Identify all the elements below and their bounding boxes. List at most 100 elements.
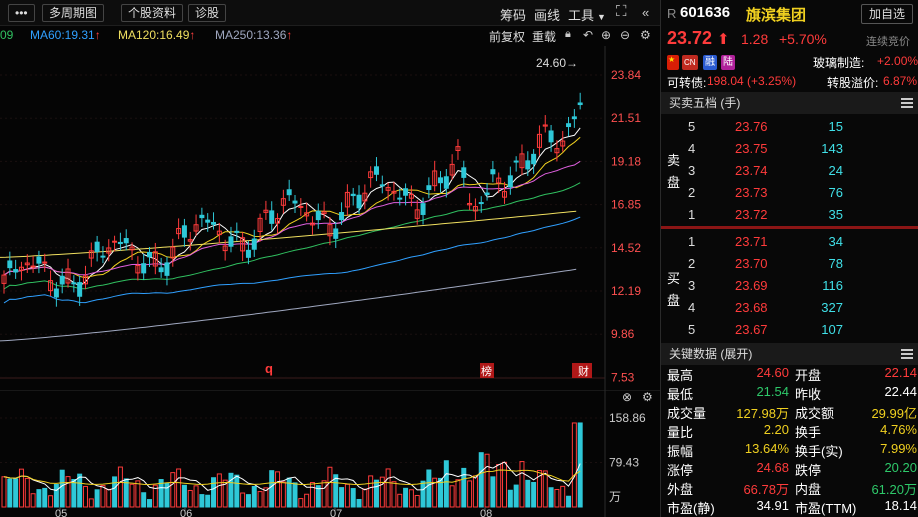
volume-bar (496, 464, 502, 508)
candle-body (315, 210, 321, 221)
zoom-in-icon[interactable]: ⊕ (601, 28, 612, 42)
candle-body (525, 160, 531, 170)
volume-bar (333, 474, 339, 508)
add-watchlist-button[interactable]: 加自选 (861, 4, 913, 24)
sector-label[interactable]: 玻璃制造: (813, 56, 865, 70)
volume-bar (356, 498, 362, 508)
bid-row[interactable]: 1 23.71 34 (661, 231, 918, 253)
volume-bar (467, 480, 473, 508)
key-data-value: 24.68 (756, 460, 789, 475)
candle-body (164, 262, 170, 276)
zoom-out-icon[interactable]: ⊖ (620, 28, 631, 42)
ask-row[interactable]: 1 23.72 35 (661, 204, 918, 226)
candle-body (397, 197, 403, 200)
candle-body (571, 116, 577, 120)
margin-tag: 融 (703, 55, 717, 70)
event-marker-bang-box[interactable] (480, 363, 494, 378)
volume-bar (403, 487, 409, 508)
volume-bar (484, 453, 490, 508)
month-label: 07 (330, 508, 342, 517)
candle-body (362, 192, 368, 202)
diagnose-button[interactable]: 诊股 (188, 4, 227, 22)
candle-body (373, 166, 379, 175)
sell-side-label-1: 卖 (667, 153, 681, 168)
lock-icon[interactable]: 🔒︎ (565, 28, 571, 40)
overlay-button[interactable]: 重载 (532, 30, 557, 44)
menu-icon[interactable] (901, 349, 913, 359)
chip-button[interactable]: 筹码 (500, 8, 527, 23)
draw-line-button[interactable]: 画线 (534, 8, 561, 23)
orderbook-header[interactable]: 买卖五档 (手) (661, 92, 918, 114)
close-volume-icon[interactable]: ⊗ (622, 390, 632, 404)
gear-icon[interactable]: ⚙ (640, 28, 651, 42)
menu-icon[interactable] (901, 98, 913, 108)
forward-adjust-button[interactable]: 前复权 (489, 30, 526, 44)
volume-bar (199, 494, 205, 508)
key-data-label: 成交量 (667, 406, 707, 421)
bid-row[interactable]: 4 23.68 327 (661, 297, 918, 319)
candle-body (205, 219, 211, 223)
bid-row[interactable]: 5 23.67 107 (661, 319, 918, 341)
bid-row[interactable]: 3 23.69 116 (661, 275, 918, 297)
cn-tag: CN (682, 55, 698, 70)
key-data-value: 61.20万 (871, 482, 917, 497)
volume-bar (432, 477, 438, 508)
multi-period-button[interactable]: 多周期图 (42, 4, 105, 22)
candle-body (13, 269, 19, 273)
kline-chart[interactable]: 23.84 21.51 19.18 16.85 14.52 12.19 9.86 7.53 2… (0, 46, 660, 390)
key-data-label: 换手(实) (795, 444, 843, 459)
candle-body (391, 190, 397, 194)
candle-body (275, 218, 281, 224)
china-flag-icon: ★ (667, 55, 679, 70)
volume-settings-icon[interactable]: ⚙ (642, 390, 653, 404)
volume-chart[interactable]: 158.86 79.43 万 05 06 07 08 ⊗ ⚙ (0, 390, 660, 517)
tools-button[interactable]: 工具 ▼ (568, 5, 606, 24)
ask-row[interactable]: 3 23.74 24 (661, 160, 918, 182)
event-marker-bang[interactable]: 榜 (481, 364, 492, 378)
more-button[interactable]: ••• (8, 4, 35, 22)
candle-body (36, 256, 42, 264)
candle-body (356, 194, 362, 209)
volume-bar (158, 479, 164, 508)
volume-bar (82, 485, 88, 508)
candle-body (257, 217, 263, 232)
high-price-marker: 24.60→ (536, 56, 578, 70)
volume-bar (298, 498, 304, 508)
undo-icon[interactable]: ↶ (583, 28, 594, 42)
candle-body (77, 282, 83, 297)
buy-side-label-1: 买 (667, 271, 681, 286)
premium-value: 6.87% (883, 74, 918, 88)
candle-body (193, 224, 199, 232)
ask-row[interactable]: 5 23.76 15 (661, 116, 918, 138)
bid-level: 2 (688, 256, 696, 271)
ma60-value: MA60:19.31 (30, 28, 95, 42)
candle-body (42, 261, 48, 264)
last-price: 23.72 (667, 28, 713, 48)
volume-bar (426, 469, 432, 508)
ma-line (3, 182, 581, 290)
candle-body (240, 237, 246, 252)
volume-bar (304, 493, 310, 508)
candle-body (135, 265, 141, 274)
trading-status: 连续竞价 (866, 36, 910, 48)
price-axis-label: 9.86 (611, 327, 635, 341)
key-data-value: 20.20 (884, 460, 917, 475)
candle-body (65, 268, 71, 284)
bid-volume: 78 (828, 256, 843, 271)
stock-info-button[interactable]: 个股资料 (121, 4, 184, 22)
event-marker-cai-box[interactable] (572, 363, 592, 378)
ma-legend: 09 MA60:19.31↑ MA120:16.49↑ MA250:13.36↑… (0, 26, 660, 46)
fullscreen-icon[interactable]: ⛶ (616, 3, 627, 20)
event-marker-q[interactable]: q (265, 361, 273, 376)
collapse-arrow-icon[interactable]: « (642, 5, 650, 20)
key-data-label: 内盘 (795, 482, 822, 497)
volume-bar (321, 480, 327, 508)
key-data-header[interactable]: 关键数据 (展开) (661, 343, 918, 365)
month-label: 05 (55, 508, 67, 517)
ask-row[interactable]: 2 23.73 76 (661, 182, 918, 204)
candle-body (222, 245, 228, 252)
ask-row[interactable]: 4 23.75 143 (661, 138, 918, 160)
event-marker-cai[interactable]: 财 (578, 364, 589, 378)
candle-body (577, 102, 583, 106)
bid-row[interactable]: 2 23.70 78 (661, 253, 918, 275)
